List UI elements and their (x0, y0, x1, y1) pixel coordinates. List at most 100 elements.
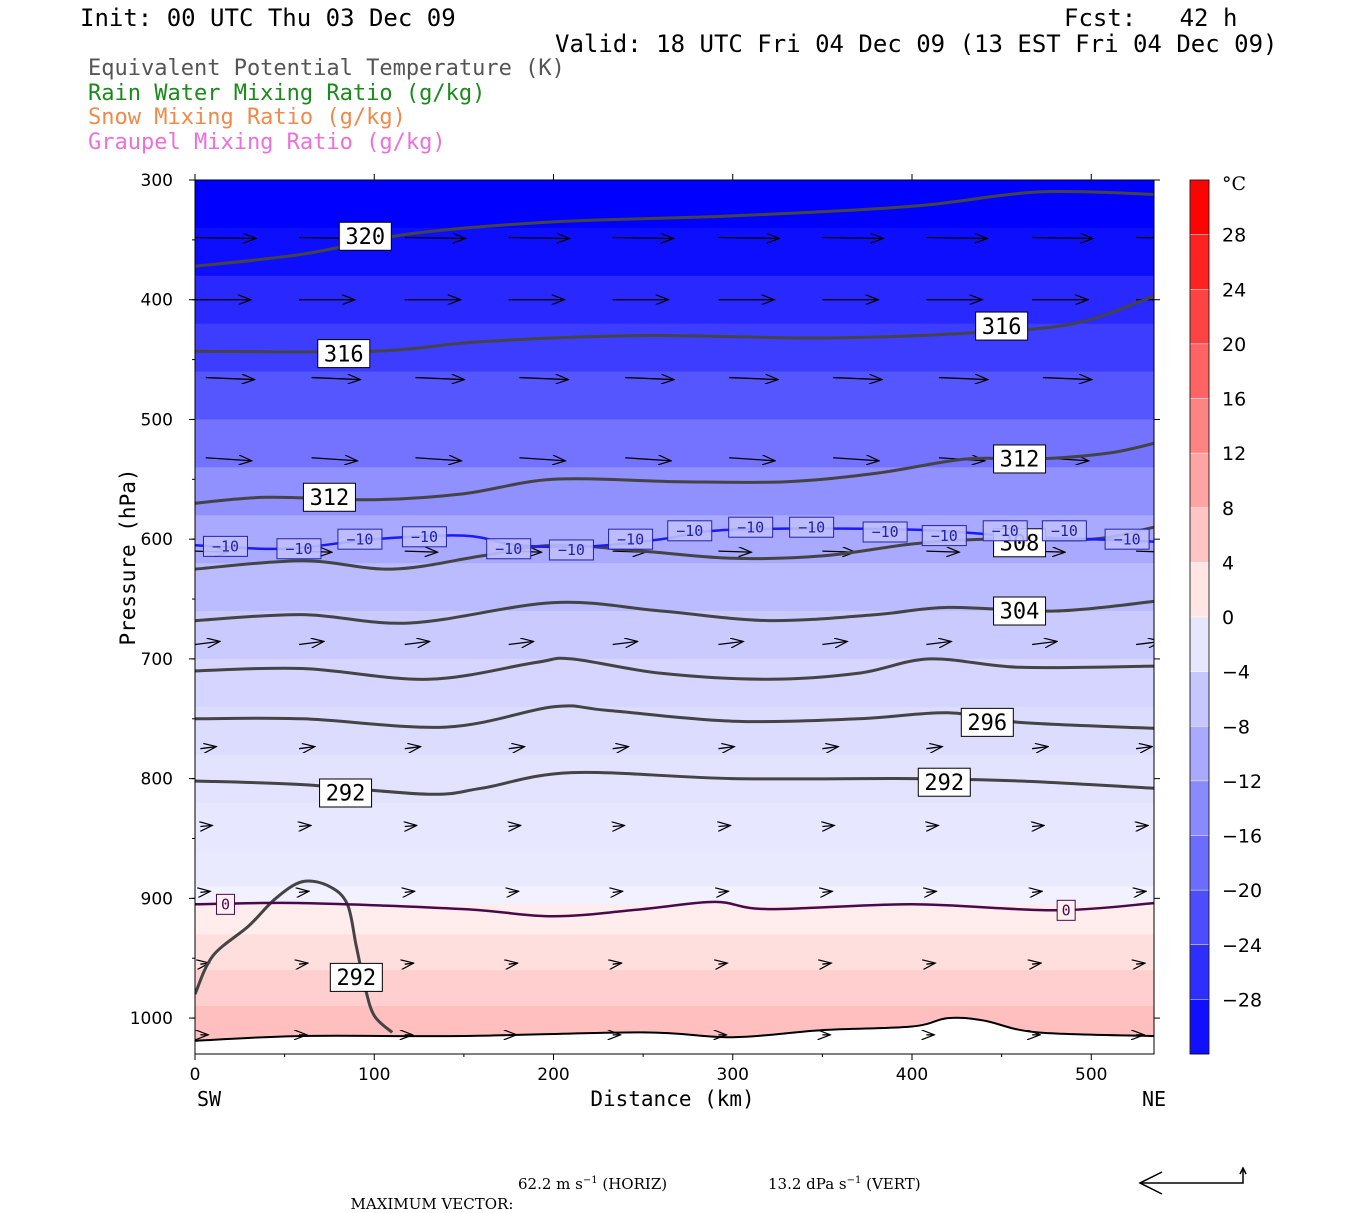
wind-arrow (404, 747, 420, 749)
isotherm-minus10-label: −10 (982, 520, 1028, 542)
isotherm-zero-label-text: 0 (221, 896, 230, 914)
theta-e-label-text: 296 (967, 711, 1007, 736)
colorbar-segment (1189, 726, 1210, 782)
isotherm-minus10-label: −10 (1104, 528, 1150, 550)
isotherm-minus10-label-box (202, 535, 248, 557)
theta-e-label-text: 292 (924, 771, 964, 796)
isotherm-minus10-label-box (548, 539, 594, 561)
wind-arrow (822, 747, 837, 749)
isotherm-minus10-label-text: −10 (737, 518, 764, 536)
wind-arrow (718, 826, 729, 827)
theta-e-label-box (319, 778, 373, 808)
x-tick-label: 100 (358, 1065, 390, 1085)
isotherm-minus10-label-text: −10 (212, 538, 239, 556)
colorbar-tick-label: 28 (1222, 225, 1246, 247)
x-tick-label: 500 (1075, 1065, 1107, 1085)
wind-arrow (926, 963, 934, 964)
isotherm-minus10-label: −10 (401, 526, 447, 548)
valid-time: Valid: 18 UTC Fri 04 Dec 09 (13 EST Fri … (555, 30, 1278, 58)
isotherm-minus10-label: −10 (921, 525, 967, 547)
colorbar-segment (1189, 452, 1210, 509)
isotherm-minus10-label-box (1104, 528, 1150, 550)
isotherm-minus10-label: −10 (276, 538, 322, 560)
isotherm-minus10-label-box (789, 516, 835, 538)
wind-arrow (729, 378, 777, 380)
wind-arrow (200, 747, 215, 749)
theta-e-label-text: 304 (1000, 600, 1040, 625)
wind-arrow (718, 642, 742, 645)
wind-arrow (612, 747, 628, 749)
wind-arrow (508, 747, 524, 749)
temperature-band (195, 802, 1154, 852)
wind-arrow (195, 642, 219, 645)
theta-e-label-box (302, 482, 356, 512)
isotherm-minus10-label: −10 (202, 535, 248, 557)
reference-vector (1138, 1166, 1247, 1195)
wind-arrow (1032, 237, 1092, 238)
theta-e-label-box (317, 339, 371, 369)
reference-vector-up-head (1239, 1166, 1247, 1175)
wind-arrow (822, 826, 833, 827)
wind-arrow (612, 237, 673, 238)
theta-e-label-text: 312 (310, 486, 350, 511)
colorbar-segment (1189, 835, 1210, 891)
isotherm-minus10-label: −10 (862, 521, 908, 543)
isotherm-minus10-label-text: −10 (676, 522, 703, 540)
y-tick-label: 1000 (130, 1009, 173, 1029)
wind-arrow (298, 747, 314, 749)
wind-arrow (1032, 747, 1047, 749)
y-tick-label: 500 (141, 410, 173, 430)
x-end-label-right: NE (1142, 1087, 1166, 1111)
isotherm-zero (195, 900, 1154, 918)
wind-arrow (415, 378, 463, 380)
isotherm-zero-label-text: 0 (1062, 902, 1071, 920)
wind-arrow (311, 458, 357, 461)
wind-arrow (205, 458, 251, 461)
wind-arrow (519, 378, 567, 380)
colorbar-segment (1189, 289, 1210, 345)
isotherm-minus10-label-text: −10 (1051, 522, 1078, 540)
colorbar-tick-label: −16 (1222, 826, 1262, 848)
isotherm-zero-label: 0 (1056, 899, 1076, 921)
theta-e-label: 304 (993, 596, 1047, 626)
max-vector-label: MAXIMUM VECTOR: (350, 1195, 514, 1213)
theta-e-label: 292 (917, 767, 971, 797)
colorbar-segment (1189, 780, 1210, 837)
wind-arrow (926, 747, 941, 749)
legend-theta-e: Equivalent Potential Temperature (K) (88, 56, 565, 81)
colorbar-tick-label: −8 (1222, 716, 1250, 738)
isotherm-minus10-label: −10 (608, 528, 654, 550)
colorbar-segment (1189, 398, 1210, 454)
isotherm-minus10-label-text: −10 (617, 530, 644, 548)
wind-arrow (926, 642, 950, 645)
theta-e-label-box (993, 596, 1047, 626)
wind-arrow (1042, 378, 1091, 380)
wind-arrow (613, 891, 622, 892)
colorbar-frame (1189, 179, 1210, 1055)
forecast-hour: Fcst: 42 h (1064, 4, 1238, 32)
y-tick-label: 900 (141, 889, 173, 909)
wind-arrow (625, 458, 670, 461)
temperature-band (195, 180, 1154, 229)
colorbar-tick-label: −4 (1222, 662, 1250, 684)
theta-e-label-text: 320 (345, 225, 385, 250)
colorbar-segment (1189, 616, 1210, 673)
isotherm-minus10-label-text: −10 (285, 540, 312, 558)
colorbar-segment (1189, 999, 1210, 1055)
wind-arrow (404, 551, 437, 552)
wind-arrow (926, 826, 937, 827)
colorbar-tick-label: 24 (1222, 279, 1246, 301)
wind-arrow (509, 826, 520, 827)
theta-e-label-box (917, 767, 971, 797)
theta-e-contour (195, 294, 1154, 354)
wind-arrow (1136, 826, 1147, 827)
y-tick-label: 700 (141, 650, 173, 670)
colorbar-segment (1189, 944, 1210, 1001)
isotherm-minus10-label: −10 (789, 516, 835, 538)
isotherm-minus10-label-box (921, 525, 967, 547)
colorbar-tick-label: 20 (1222, 334, 1246, 356)
terrain-line (194, 1016, 1155, 1042)
wind-arrow (311, 378, 360, 380)
y-tick-label: 300 (141, 171, 173, 191)
